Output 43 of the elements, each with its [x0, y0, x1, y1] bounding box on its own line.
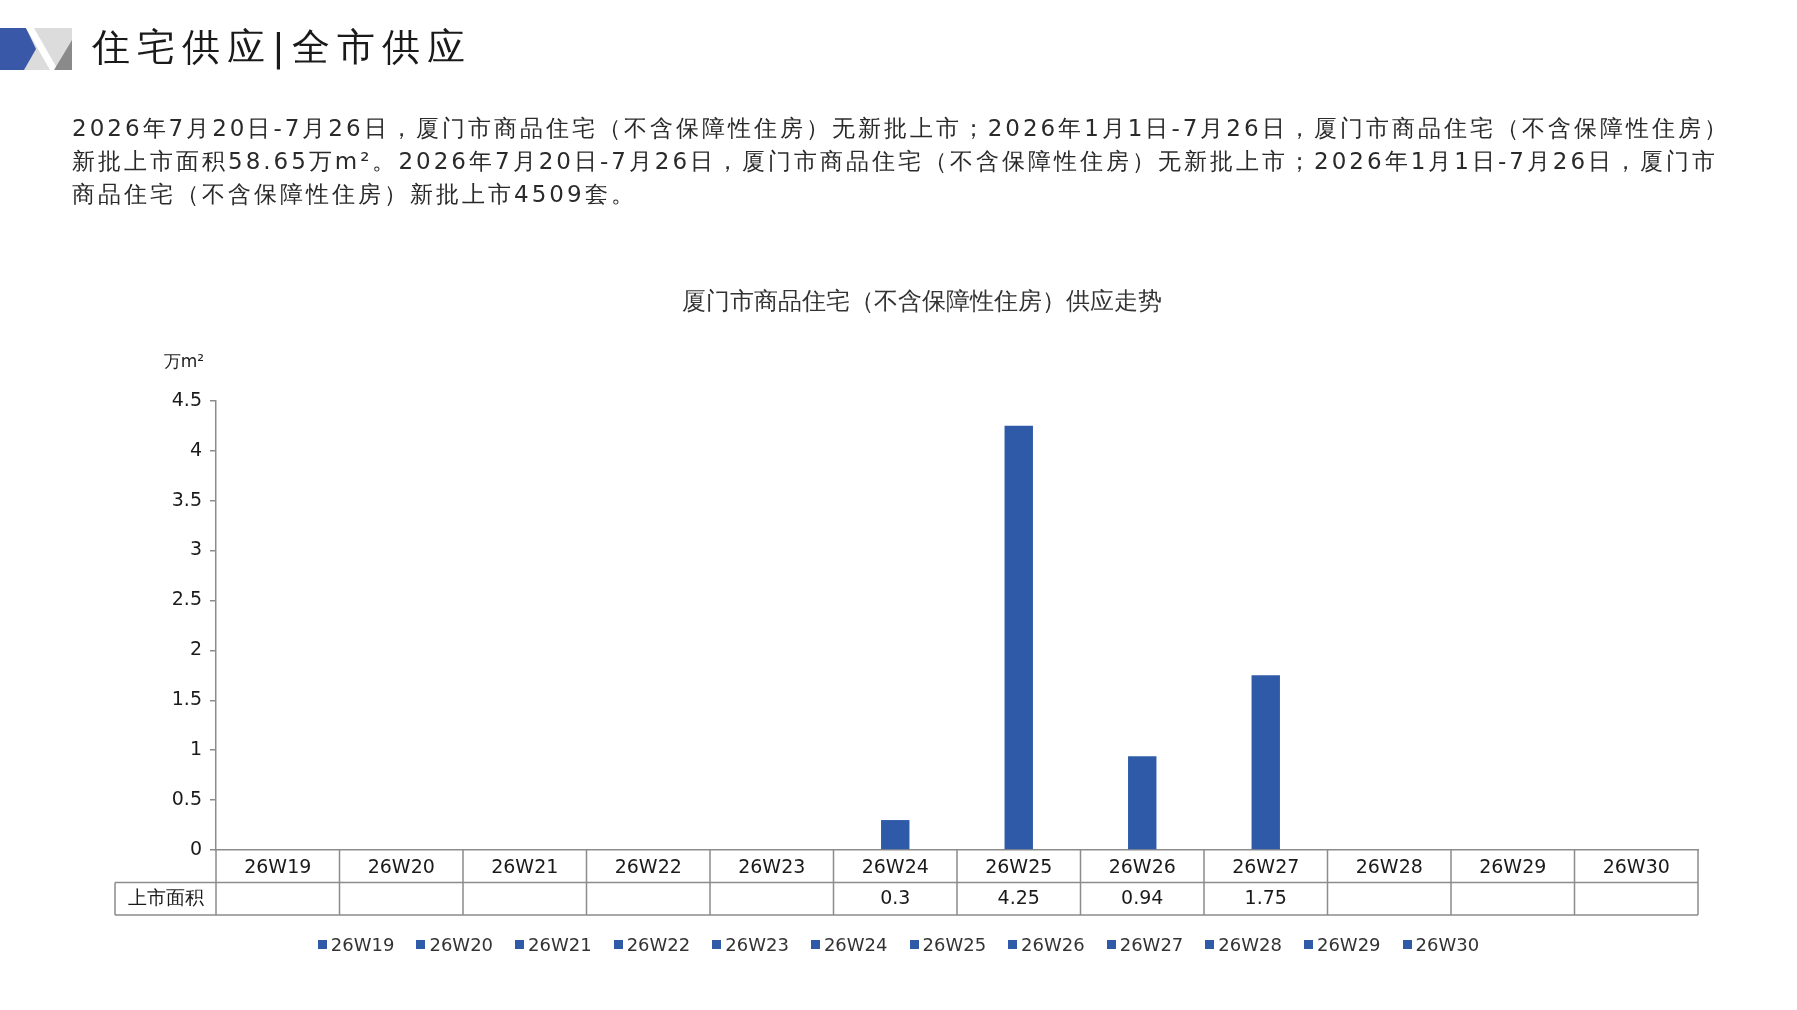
y-tick-label: 4	[189, 437, 202, 460]
category-label: 26W26	[1021, 934, 1085, 955]
x-tick-label: 26W28	[1355, 855, 1423, 878]
x-tick-label: 26W24	[861, 855, 929, 878]
category-label: 26W21	[528, 934, 592, 955]
y-tick-label: 1.5	[171, 687, 202, 710]
y-tick-label: 2	[189, 637, 202, 660]
data-label: 1.75	[1244, 885, 1287, 908]
text: 住宅供应|全市供应	[92, 24, 472, 72]
category-label: 26W30	[1415, 934, 1480, 955]
x-tick-label: 26W21	[491, 855, 559, 878]
data-label: 4.25	[997, 885, 1040, 908]
x-tick-label: 26W23	[738, 855, 806, 878]
x-tick-label: 26W22	[614, 855, 682, 878]
y-tick-label: 3	[189, 537, 202, 560]
y-tick-label: 4.5	[171, 387, 202, 410]
category-label: 26W23	[725, 934, 789, 955]
category-label: 26W24	[823, 934, 888, 955]
category-label: 26W29	[1316, 934, 1381, 955]
category-label: 26W25	[922, 934, 987, 955]
x-tick-label: 26W26	[1108, 855, 1176, 878]
chart-title: 厦门市商品住宅（不含保障性住房）供应走势	[682, 286, 1162, 315]
y-tick-label: 1	[189, 737, 202, 760]
y-tick-label: 0.5	[171, 787, 202, 810]
text: 2026年7月20日-7月26日，厦门市商品住宅（不含保障性住房）无新批上市；2026年1月1日-7月26日，厦门市商品住宅（不含保障性住房）新批上市面积58.65万m²。2026年7月20日-7月26日，厦门市商品住宅（不含保障性住房）无新批上市；2026年1月1日-7月26日，厦门市商品住宅（不含保障性住房）新批上市4509套。	[72, 114, 1731, 209]
text: 上市面积	[127, 885, 204, 908]
y-tick-label: 2.5	[171, 587, 202, 610]
category-label: 26W19	[330, 934, 395, 955]
y-tick-label: 0	[189, 836, 202, 859]
x-tick-label: 26W30	[1602, 855, 1670, 878]
category-label: 26W22	[626, 934, 691, 955]
category-label: 26W20	[429, 934, 494, 955]
x-tick-label: 26W20	[367, 855, 435, 878]
x-tick-label: 26W19	[244, 855, 312, 878]
category-label: 26W28	[1218, 934, 1282, 955]
x-tick-label: 26W25	[985, 855, 1053, 878]
y-tick-label: 3.5	[171, 487, 202, 510]
x-tick-label: 26W29	[1479, 855, 1547, 878]
x-tick-label: 26W27	[1232, 855, 1300, 878]
y-axis-title: 万m²	[163, 351, 205, 372]
data-label: 0.3	[880, 885, 911, 908]
data-label: 0.94	[1121, 885, 1164, 908]
category-label: 26W27	[1119, 934, 1184, 955]
